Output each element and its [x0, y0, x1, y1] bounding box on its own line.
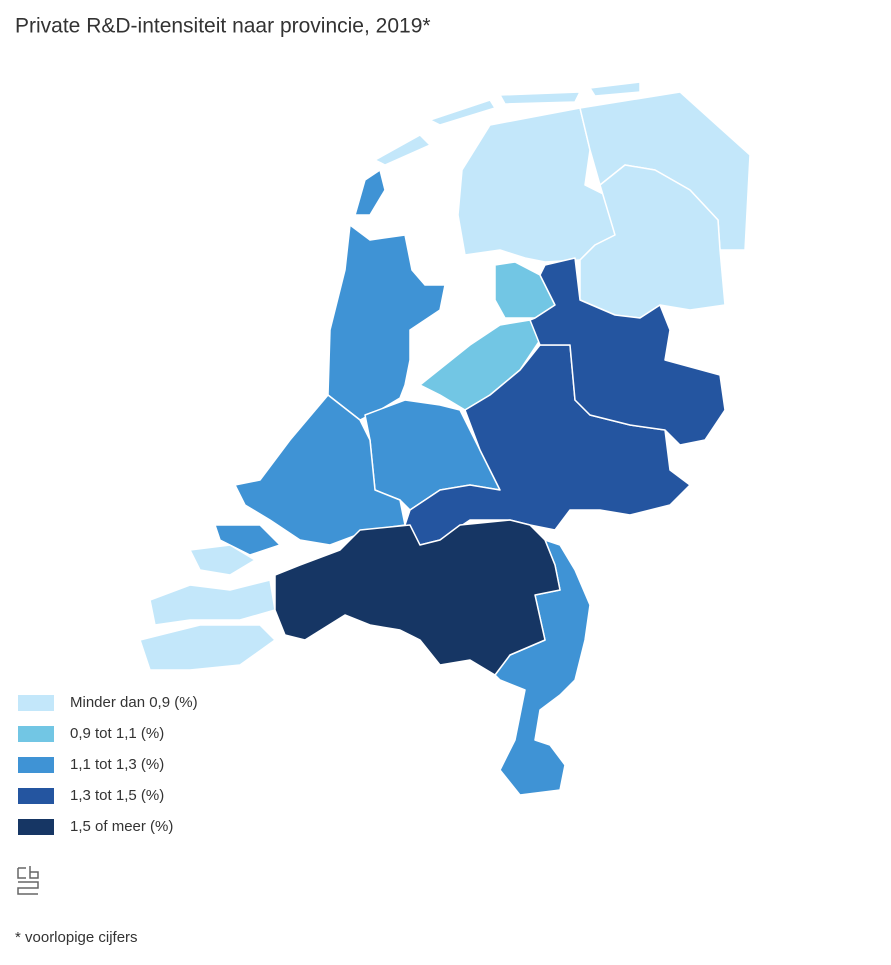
region [589, 81, 641, 97]
legend-swatch [18, 819, 54, 835]
legend-swatch [18, 726, 54, 742]
map [139, 81, 751, 796]
region [429, 99, 496, 126]
region [214, 524, 281, 556]
legend-label: Minder dan 0,9 (%) [70, 694, 198, 711]
footnote: * voorlopige cijfers [15, 929, 138, 946]
legend-label: 1,1 tot 1,3 (%) [70, 756, 164, 773]
legend-label: 0,9 tot 1,1 (%) [70, 725, 164, 742]
region [499, 91, 581, 105]
region [374, 134, 431, 166]
region [529, 257, 726, 446]
region [419, 319, 541, 411]
cbs-logo [17, 866, 39, 895]
region [189, 544, 256, 576]
region [354, 169, 386, 216]
legend: Minder dan 0,9 (%) 0,9 tot 1,1 (%) 1,1 tot… [18, 694, 198, 835]
legend-label: 1,5 of meer (%) [70, 818, 173, 835]
region [139, 624, 276, 671]
title: Private R&D-intensiteit naar provincie, … [15, 15, 431, 38]
legend-swatch [18, 788, 54, 804]
region [579, 164, 726, 319]
legend-label: 1,3 tot 1,5 (%) [70, 787, 164, 804]
legend-swatch [18, 757, 54, 773]
legend-swatch [18, 695, 54, 711]
region [327, 224, 446, 421]
region [234, 394, 406, 546]
region [274, 519, 561, 676]
region [149, 579, 276, 626]
